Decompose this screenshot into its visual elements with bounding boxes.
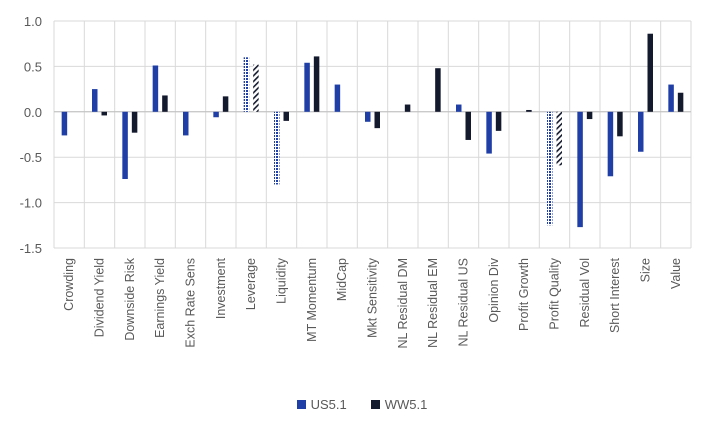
bar-us — [274, 111, 280, 185]
bar-us — [304, 62, 310, 112]
bar-us — [668, 84, 674, 112]
bar-ww — [313, 56, 320, 112]
bar-ww — [404, 104, 411, 112]
x-tick-label: Value — [669, 258, 683, 289]
bar-ww — [526, 109, 532, 112]
bar-ww — [283, 111, 289, 121]
x-tick-label: MidCap — [335, 258, 349, 301]
x-tick-label: NL Residual EM — [426, 258, 440, 348]
legend-label-us: US5.1 — [310, 396, 347, 412]
legend-swatch-ww — [370, 399, 380, 409]
bar-ww — [435, 68, 441, 112]
y-tick-label: -1.5 — [20, 241, 42, 256]
legend-item-ww: WW5.1 — [370, 396, 428, 412]
x-tick-label: MT Momentum — [305, 258, 319, 342]
bar-ww — [677, 92, 684, 112]
x-tick-label: Dividend Yield — [93, 258, 107, 337]
bar-ww — [374, 111, 380, 129]
x-tick-label: Downside Risk — [123, 257, 137, 340]
bar-ww — [222, 96, 229, 112]
bar-us — [243, 57, 250, 112]
x-tick-label: Profit Growth — [517, 258, 531, 331]
x-tick-label: NL Residual DM — [396, 258, 410, 349]
bar-us — [456, 104, 462, 112]
x-tick-label: Exch Rate Sens — [184, 258, 198, 348]
x-tick-label: Short Interest — [608, 257, 622, 333]
x-tick-label: Earnings Yield — [153, 258, 167, 338]
legend-swatch-us — [296, 399, 306, 409]
bar-ww — [162, 95, 168, 112]
legend: US5.1 WW5.1 — [0, 394, 724, 414]
bars — [61, 33, 684, 228]
x-axis: Crowding Dividend Yield Downside Risk Earni… — [62, 257, 683, 348]
y-tick-label: 0.5 — [24, 59, 42, 74]
bar-ww — [495, 111, 502, 131]
bar-us — [122, 111, 128, 179]
bar-ww — [556, 111, 562, 166]
bar-ww — [253, 64, 259, 112]
bar-us — [638, 111, 644, 152]
y-tick-label: -1.0 — [20, 196, 42, 211]
bar-us — [607, 111, 614, 177]
x-tick-label: Size — [639, 258, 653, 282]
bar-us — [486, 111, 492, 154]
x-tick-label: Mkt Sensitivity — [366, 257, 380, 338]
bar-ww — [617, 111, 623, 137]
bar-us — [213, 111, 219, 118]
gridlines — [53, 20, 692, 249]
bar-us — [152, 65, 159, 112]
bar-ww — [101, 111, 107, 116]
x-tick-label: Crowding — [62, 258, 76, 311]
bar-ww — [131, 111, 138, 133]
legend-label-ww: WW5.1 — [384, 396, 428, 412]
bar-us — [334, 84, 341, 112]
bar-ww — [465, 111, 471, 140]
bar-us — [547, 111, 553, 226]
x-tick-label: Profit Quality — [548, 257, 562, 329]
legend-item-us: US5.1 — [296, 396, 347, 412]
x-tick-label: Residual Vol — [578, 258, 592, 328]
bar-us — [183, 111, 189, 136]
y-tick-label: 1.0 — [24, 14, 42, 29]
bar-us — [61, 111, 68, 136]
y-tick-label: -0.5 — [20, 150, 42, 165]
bar-ww — [647, 33, 653, 112]
y-axis: 1.0 0.5 0.0 -0.5 -1.0 -1.5 — [20, 14, 42, 256]
x-tick-label: Liquidity — [275, 257, 289, 304]
x-tick-label: Investment — [214, 257, 228, 319]
x-tick-label: NL Residual US — [457, 258, 471, 346]
bar-ww — [586, 111, 593, 120]
x-tick-label: Opinion Div — [487, 257, 501, 322]
y-tick-label: 0.0 — [24, 105, 42, 120]
bar-us — [577, 111, 583, 228]
bar-us — [365, 111, 371, 122]
bar-us — [92, 89, 98, 112]
x-tick-label: Leverage — [244, 258, 258, 310]
